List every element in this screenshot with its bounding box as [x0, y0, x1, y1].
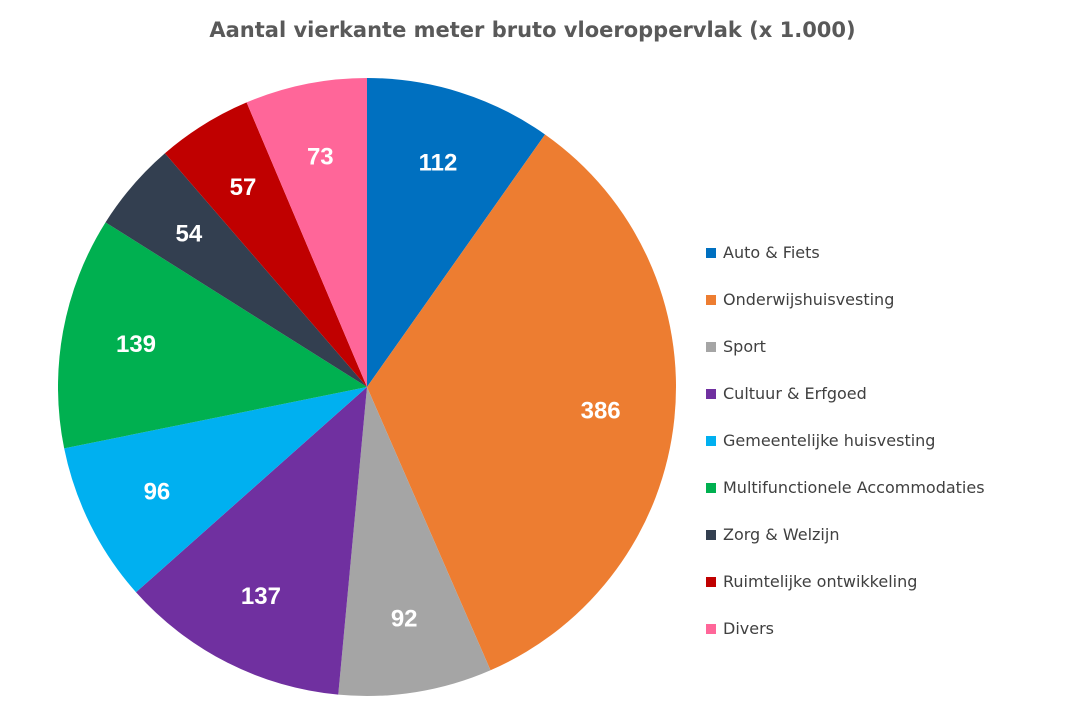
slice-value-label: 112 — [419, 150, 458, 177]
pie-slice — [338, 387, 491, 696]
slice-value-label: 137 — [241, 583, 281, 610]
legend-swatch — [706, 247, 716, 258]
legend-item: Ruimtelijke ontwikkeling — [706, 558, 985, 605]
legend-swatch — [706, 294, 716, 305]
pie-slice — [57, 222, 367, 449]
chart-title: Aantal vierkante meter bruto vloeropperv… — [209, 18, 856, 42]
legend-swatch — [706, 435, 716, 446]
pie-slice — [136, 387, 367, 695]
legend-swatch — [706, 529, 716, 540]
legend-swatch — [706, 623, 716, 634]
legend-swatch — [706, 341, 716, 352]
legend-label: Sport — [723, 337, 766, 356]
legend-label: Divers — [723, 619, 774, 638]
legend-item: Onderwijshuisvesting — [706, 276, 985, 323]
pie-slice — [164, 102, 367, 387]
pie-slice — [105, 153, 367, 387]
slice-value-label: 96 — [144, 478, 171, 505]
legend-item: Multifunctionele Accommodaties — [706, 464, 985, 511]
legend-item: Cultuur & Erfgoed — [706, 370, 985, 417]
legend-label: Onderwijshuisvesting — [723, 290, 895, 309]
legend-swatch — [706, 388, 716, 399]
slice-value-label: 92 — [391, 605, 418, 632]
pie-slice — [246, 78, 367, 387]
legend-label: Zorg & Welzijn — [723, 525, 840, 544]
legend-swatch — [706, 482, 716, 493]
legend-item: Gemeentelijke huisvesting — [706, 417, 985, 464]
legend-swatch — [706, 576, 716, 587]
pie-slice — [64, 387, 368, 593]
slice-value-label: 139 — [116, 331, 156, 358]
legend-item: Zorg & Welzijn — [706, 511, 985, 558]
slice-value-label: 57 — [230, 174, 257, 201]
legend-label: Gemeentelijke huisvesting — [723, 431, 936, 450]
legend: Auto & Fiets Onderwijshuisvesting Sport Cul… — [706, 229, 985, 652]
legend-item: Divers — [706, 605, 985, 652]
pie-slice — [367, 78, 546, 387]
legend-label: Cultuur & Erfgoed — [723, 384, 867, 403]
legend-label: Multifunctionele Accommodaties — [723, 478, 985, 497]
slice-value-label: 386 — [581, 397, 621, 424]
legend-item: Auto & Fiets — [706, 229, 985, 276]
legend-item: Sport — [706, 323, 985, 370]
legend-label: Ruimtelijke ontwikkeling — [723, 572, 918, 591]
pie-slice — [367, 134, 677, 671]
legend-label: Auto & Fiets — [723, 243, 820, 262]
slice-value-label: 73 — [307, 143, 334, 170]
slice-value-label: 54 — [176, 220, 203, 247]
